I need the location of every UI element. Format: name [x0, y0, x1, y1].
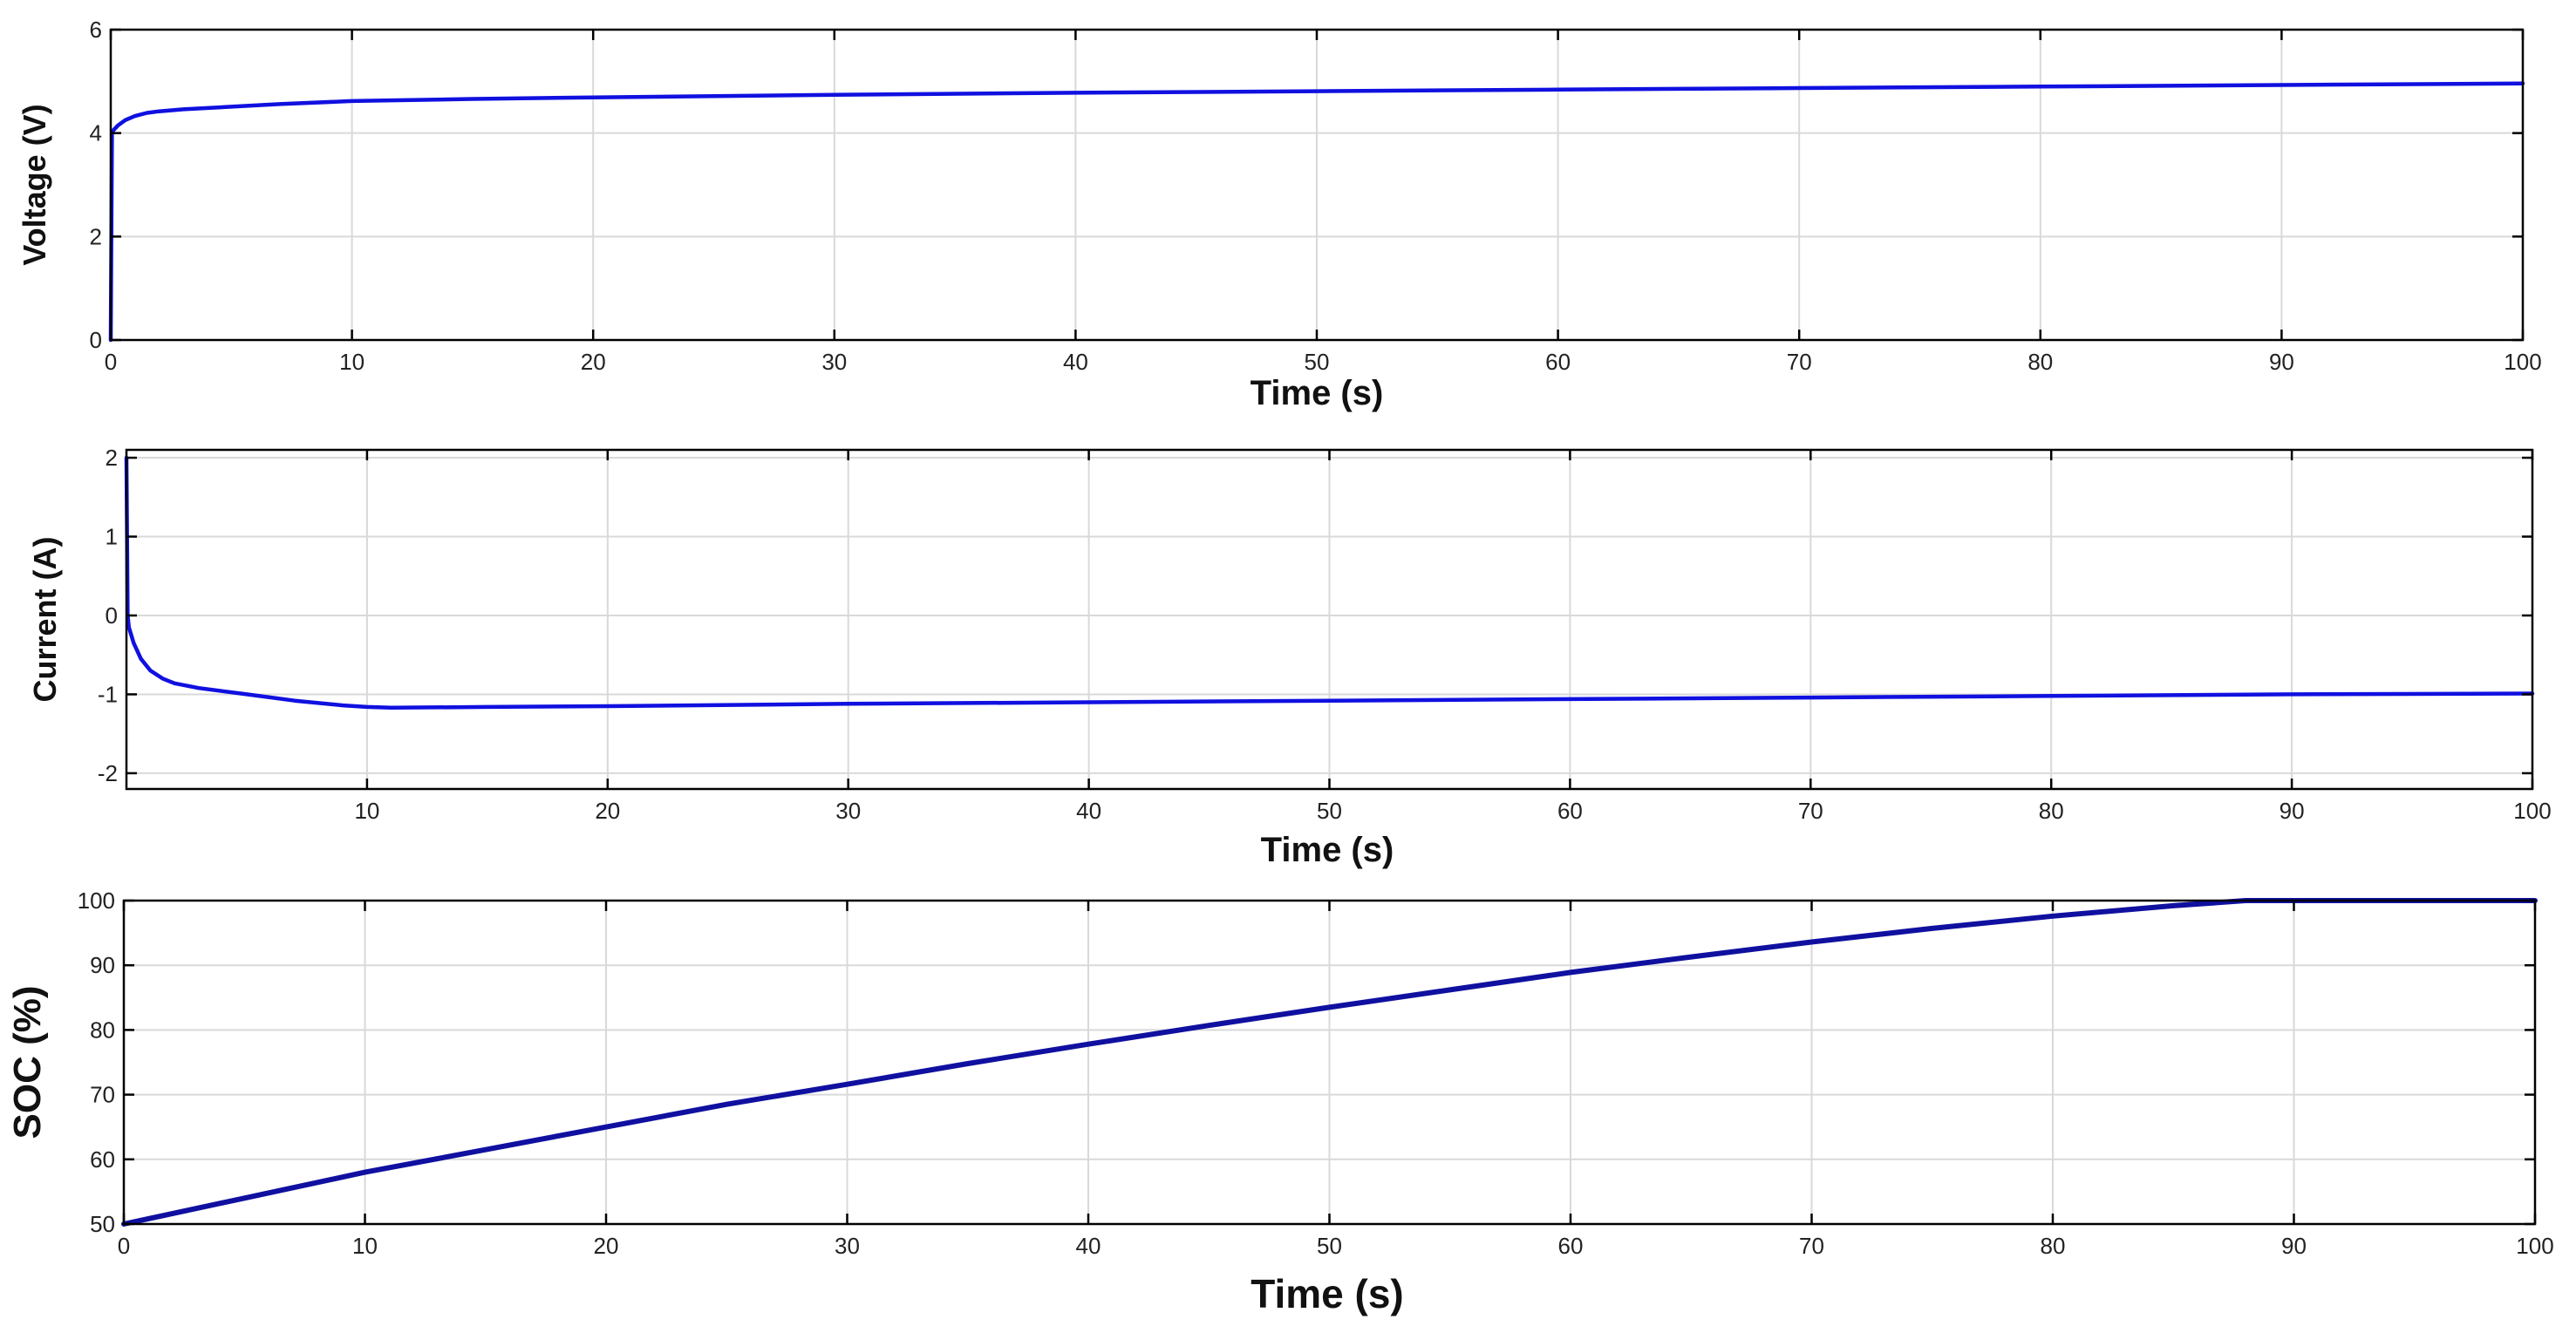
current-x-tick-label-80: 80 — [2039, 798, 2064, 824]
current-x-tick-label-40: 40 — [1076, 798, 1101, 824]
soc-x-tick-label-10: 10 — [352, 1233, 378, 1259]
voltage-y-tick-label-6: 6 — [90, 17, 102, 43]
current-x-tick-label-30: 30 — [835, 798, 861, 824]
soc-x-tick-label-20: 20 — [594, 1233, 619, 1259]
soc-y-tick-label-100: 100 — [78, 888, 115, 914]
soc-series-line — [121, 898, 2538, 1227]
soc-x-axis-label: Time (s) — [1251, 1271, 1404, 1316]
current-y-tick-label--1: -1 — [98, 681, 118, 707]
soc-y-axis-label: SOC (%) — [6, 986, 49, 1139]
soc-x-tick-label-30: 30 — [835, 1233, 860, 1259]
soc-y-tick-label-60: 60 — [90, 1146, 115, 1173]
current-x-tick-label-90: 90 — [2280, 798, 2305, 824]
voltage-x-tick-label-90: 90 — [2269, 349, 2294, 375]
current-y-tick-label--2: -2 — [98, 760, 118, 786]
voltage-x-axis-label: Time (s) — [1251, 374, 1384, 412]
voltage-x-tick-label-0: 0 — [105, 349, 117, 375]
voltage-x-tick-label-10: 10 — [339, 349, 365, 375]
current-x-tick-label-60: 60 — [1557, 798, 1583, 824]
soc-x-tick-label-0: 0 — [118, 1233, 130, 1259]
voltage-y-axis-label: Voltage (V) — [17, 104, 52, 265]
soc-y-tick-label-70: 70 — [90, 1082, 115, 1108]
voltage-y-tick-label-0: 0 — [90, 327, 102, 353]
soc-x-tick-label-60: 60 — [1558, 1233, 1584, 1259]
voltage-y-tick-label-2: 2 — [90, 223, 102, 249]
voltage-x-tick-label-80: 80 — [2027, 349, 2053, 375]
current-x-tick-label-10: 10 — [354, 798, 379, 824]
current-x-tick-label-70: 70 — [1798, 798, 1823, 824]
soc-x-tick-label-100: 100 — [2516, 1233, 2553, 1259]
soc-x-tick-label-70: 70 — [1799, 1233, 1824, 1259]
current-y-tick-label-0: 0 — [106, 602, 118, 629]
current-x-tick-label-50: 50 — [1317, 798, 1342, 824]
current-y-tick-label-2: 2 — [106, 445, 118, 471]
soc-x-tick-label-50: 50 — [1317, 1233, 1342, 1259]
soc-y-tick-label-90: 90 — [90, 952, 115, 978]
soc-y-tick-label-50: 50 — [90, 1211, 115, 1237]
voltage-x-tick-label-100: 100 — [2504, 349, 2541, 375]
soc-y-tick-label-80: 80 — [90, 1017, 115, 1043]
soc-x-tick-label-80: 80 — [2041, 1233, 2066, 1259]
current-y-axis-label: Current (A) — [27, 537, 63, 703]
voltage-x-tick-label-50: 50 — [1305, 349, 1330, 375]
soc-x-tick-label-40: 40 — [1076, 1233, 1101, 1259]
voltage-panel: 0 10 20 30 40 50 60 70 80 90 100 0 2 4 6 Time (s) Voltag… — [17, 17, 2542, 412]
voltage-x-tick-label-70: 70 — [1787, 349, 1812, 375]
current-series-line — [124, 455, 2535, 711]
current-x-axis-label: Time (s) — [1261, 831, 1394, 869]
current-panel: 10 20 30 40 50 60 70 80 90 100 -2 -1 0 1 2 Time (s) Curr… — [27, 445, 2552, 869]
voltage-x-tick-label-40: 40 — [1063, 349, 1088, 375]
voltage-y-tick-label-4: 4 — [90, 120, 102, 146]
voltage-x-tick-label-20: 20 — [581, 349, 606, 375]
voltage-x-tick-label-30: 30 — [821, 349, 847, 375]
voltage-series-line — [108, 81, 2525, 343]
current-x-tick-label-100: 100 — [2513, 798, 2551, 824]
soc-panel: 0 10 20 30 40 50 60 70 80 90 100 50 60 70 80 90 100 Time … — [6, 888, 2554, 1316]
soc-x-tick-label-90: 90 — [2281, 1233, 2307, 1259]
current-y-tick-label-1: 1 — [106, 524, 118, 550]
voltage-x-tick-label-60: 60 — [1545, 349, 1571, 375]
current-x-tick-label-20: 20 — [595, 798, 620, 824]
